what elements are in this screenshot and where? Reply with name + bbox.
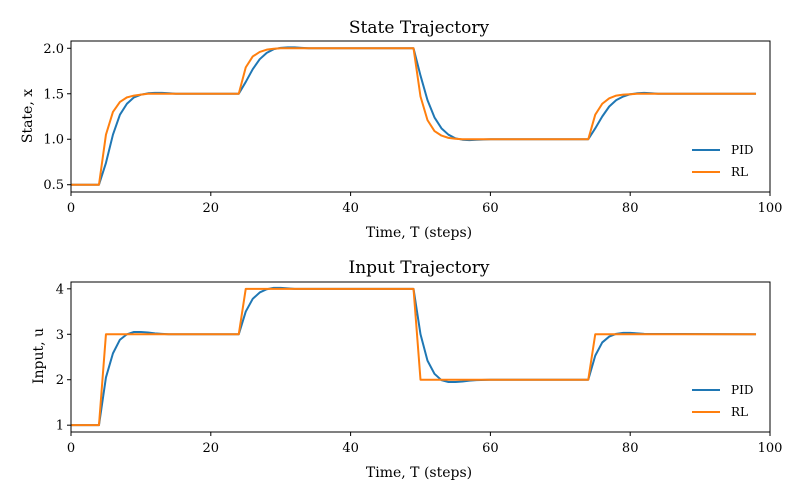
y-tick-label: 1 <box>56 419 64 434</box>
legend-label: PID <box>731 143 753 157</box>
series-line-pid <box>71 46 757 186</box>
y-tick-label: 2 <box>56 373 64 388</box>
x-axis-label: Time, T (steps) <box>366 225 472 241</box>
y-tick-label: 3 <box>56 328 64 343</box>
y-tick-label: 1.0 <box>43 133 64 148</box>
plot-frame <box>70 281 771 433</box>
series-line-rl <box>71 47 757 186</box>
legend-label: RL <box>731 165 748 179</box>
x-tick-label: 60 <box>482 201 499 216</box>
legend: PID RL <box>692 383 753 419</box>
y-axis-label: State, x <box>20 89 36 143</box>
x-tick-label: 20 <box>203 201 220 216</box>
x-tick-label: 40 <box>342 441 359 456</box>
x-axis-label: Time, T (steps) <box>366 465 472 481</box>
series-line-pid <box>71 286 757 427</box>
x-tick-label: 40 <box>342 201 359 216</box>
x-tick-label: 80 <box>622 441 639 456</box>
plot-frame <box>70 40 771 193</box>
y-tick-label: 4 <box>56 282 64 297</box>
y-tick-label: 0.5 <box>43 178 64 193</box>
x-tick-label: 0 <box>67 441 75 456</box>
x-tick-label: 20 <box>203 441 220 456</box>
legend-label: RL <box>731 405 748 419</box>
x-tick-label: 100 <box>758 441 783 456</box>
legend-label: PID <box>731 383 753 397</box>
legend: PID RL <box>692 143 753 179</box>
y-axis-label: Input, u <box>31 328 47 384</box>
x-tick-label: 60 <box>482 441 499 456</box>
x-tick-label: 80 <box>622 201 639 216</box>
chart-title: Input Trajectory <box>349 258 490 278</box>
state-panel: State Trajectory 0 20 40 60 80 100 0.5 1.0 1.5 2.… <box>20 18 782 241</box>
plot-area: 0 20 40 60 80 100 0.5 1.0 1.5 2.0 PID RL <box>43 40 783 216</box>
x-tick-label: 0 <box>67 201 75 216</box>
chart-title: State Trajectory <box>349 18 490 38</box>
input-panel: Input Trajectory 0 20 40 60 80 100 1 2 3 4 PID RL T… <box>31 258 782 481</box>
x-tick-label: 100 <box>758 201 783 216</box>
y-tick-label: 2.0 <box>43 42 64 57</box>
y-tick-label: 1.5 <box>43 87 64 102</box>
plot-area: 0 20 40 60 80 100 1 2 3 4 PID RL <box>56 281 783 456</box>
series-line-rl <box>71 287 757 427</box>
